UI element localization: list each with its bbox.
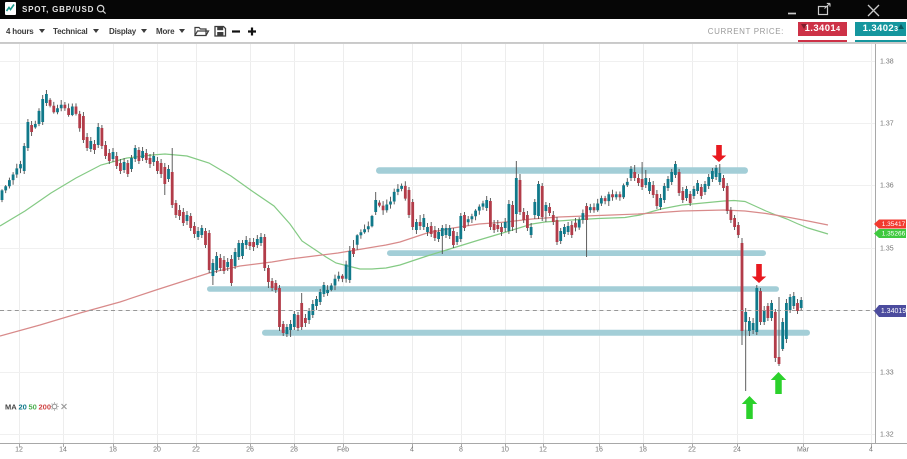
svg-text:1.35266: 1.35266: [882, 231, 906, 238]
svg-text:1.33: 1.33: [880, 370, 894, 377]
svg-text:1.37: 1.37: [880, 121, 894, 128]
svg-text:1.35: 1.35: [880, 246, 894, 253]
svg-text:18: 18: [639, 447, 647, 454]
svg-text:Mar: Mar: [797, 447, 810, 454]
svg-text:1.34019: 1.34019: [881, 308, 906, 315]
svg-text:12: 12: [539, 447, 547, 454]
svg-text:18: 18: [109, 447, 117, 454]
svg-text:1.38: 1.38: [880, 59, 894, 66]
svg-text:1.36: 1.36: [880, 183, 894, 190]
svg-text:50: 50: [29, 403, 37, 412]
svg-text:4: 4: [410, 447, 414, 454]
svg-text:26: 26: [246, 447, 254, 454]
svg-text:Feb: Feb: [337, 447, 349, 454]
svg-text:200: 200: [39, 403, 52, 412]
svg-text:1.32: 1.32: [880, 432, 894, 439]
svg-text:22: 22: [192, 447, 200, 454]
svg-text:20: 20: [19, 403, 27, 412]
svg-text:12: 12: [15, 447, 23, 454]
svg-text:14: 14: [59, 447, 67, 454]
svg-text:16: 16: [595, 447, 603, 454]
svg-text:10: 10: [501, 447, 509, 454]
svg-text:24: 24: [733, 447, 741, 454]
svg-text:20: 20: [153, 447, 161, 454]
svg-text:8: 8: [459, 447, 463, 454]
svg-text:1.35417: 1.35417: [882, 221, 906, 228]
svg-text:MA: MA: [5, 403, 17, 412]
svg-text:22: 22: [688, 447, 696, 454]
svg-text:4: 4: [869, 447, 873, 454]
svg-text:28: 28: [290, 447, 298, 454]
